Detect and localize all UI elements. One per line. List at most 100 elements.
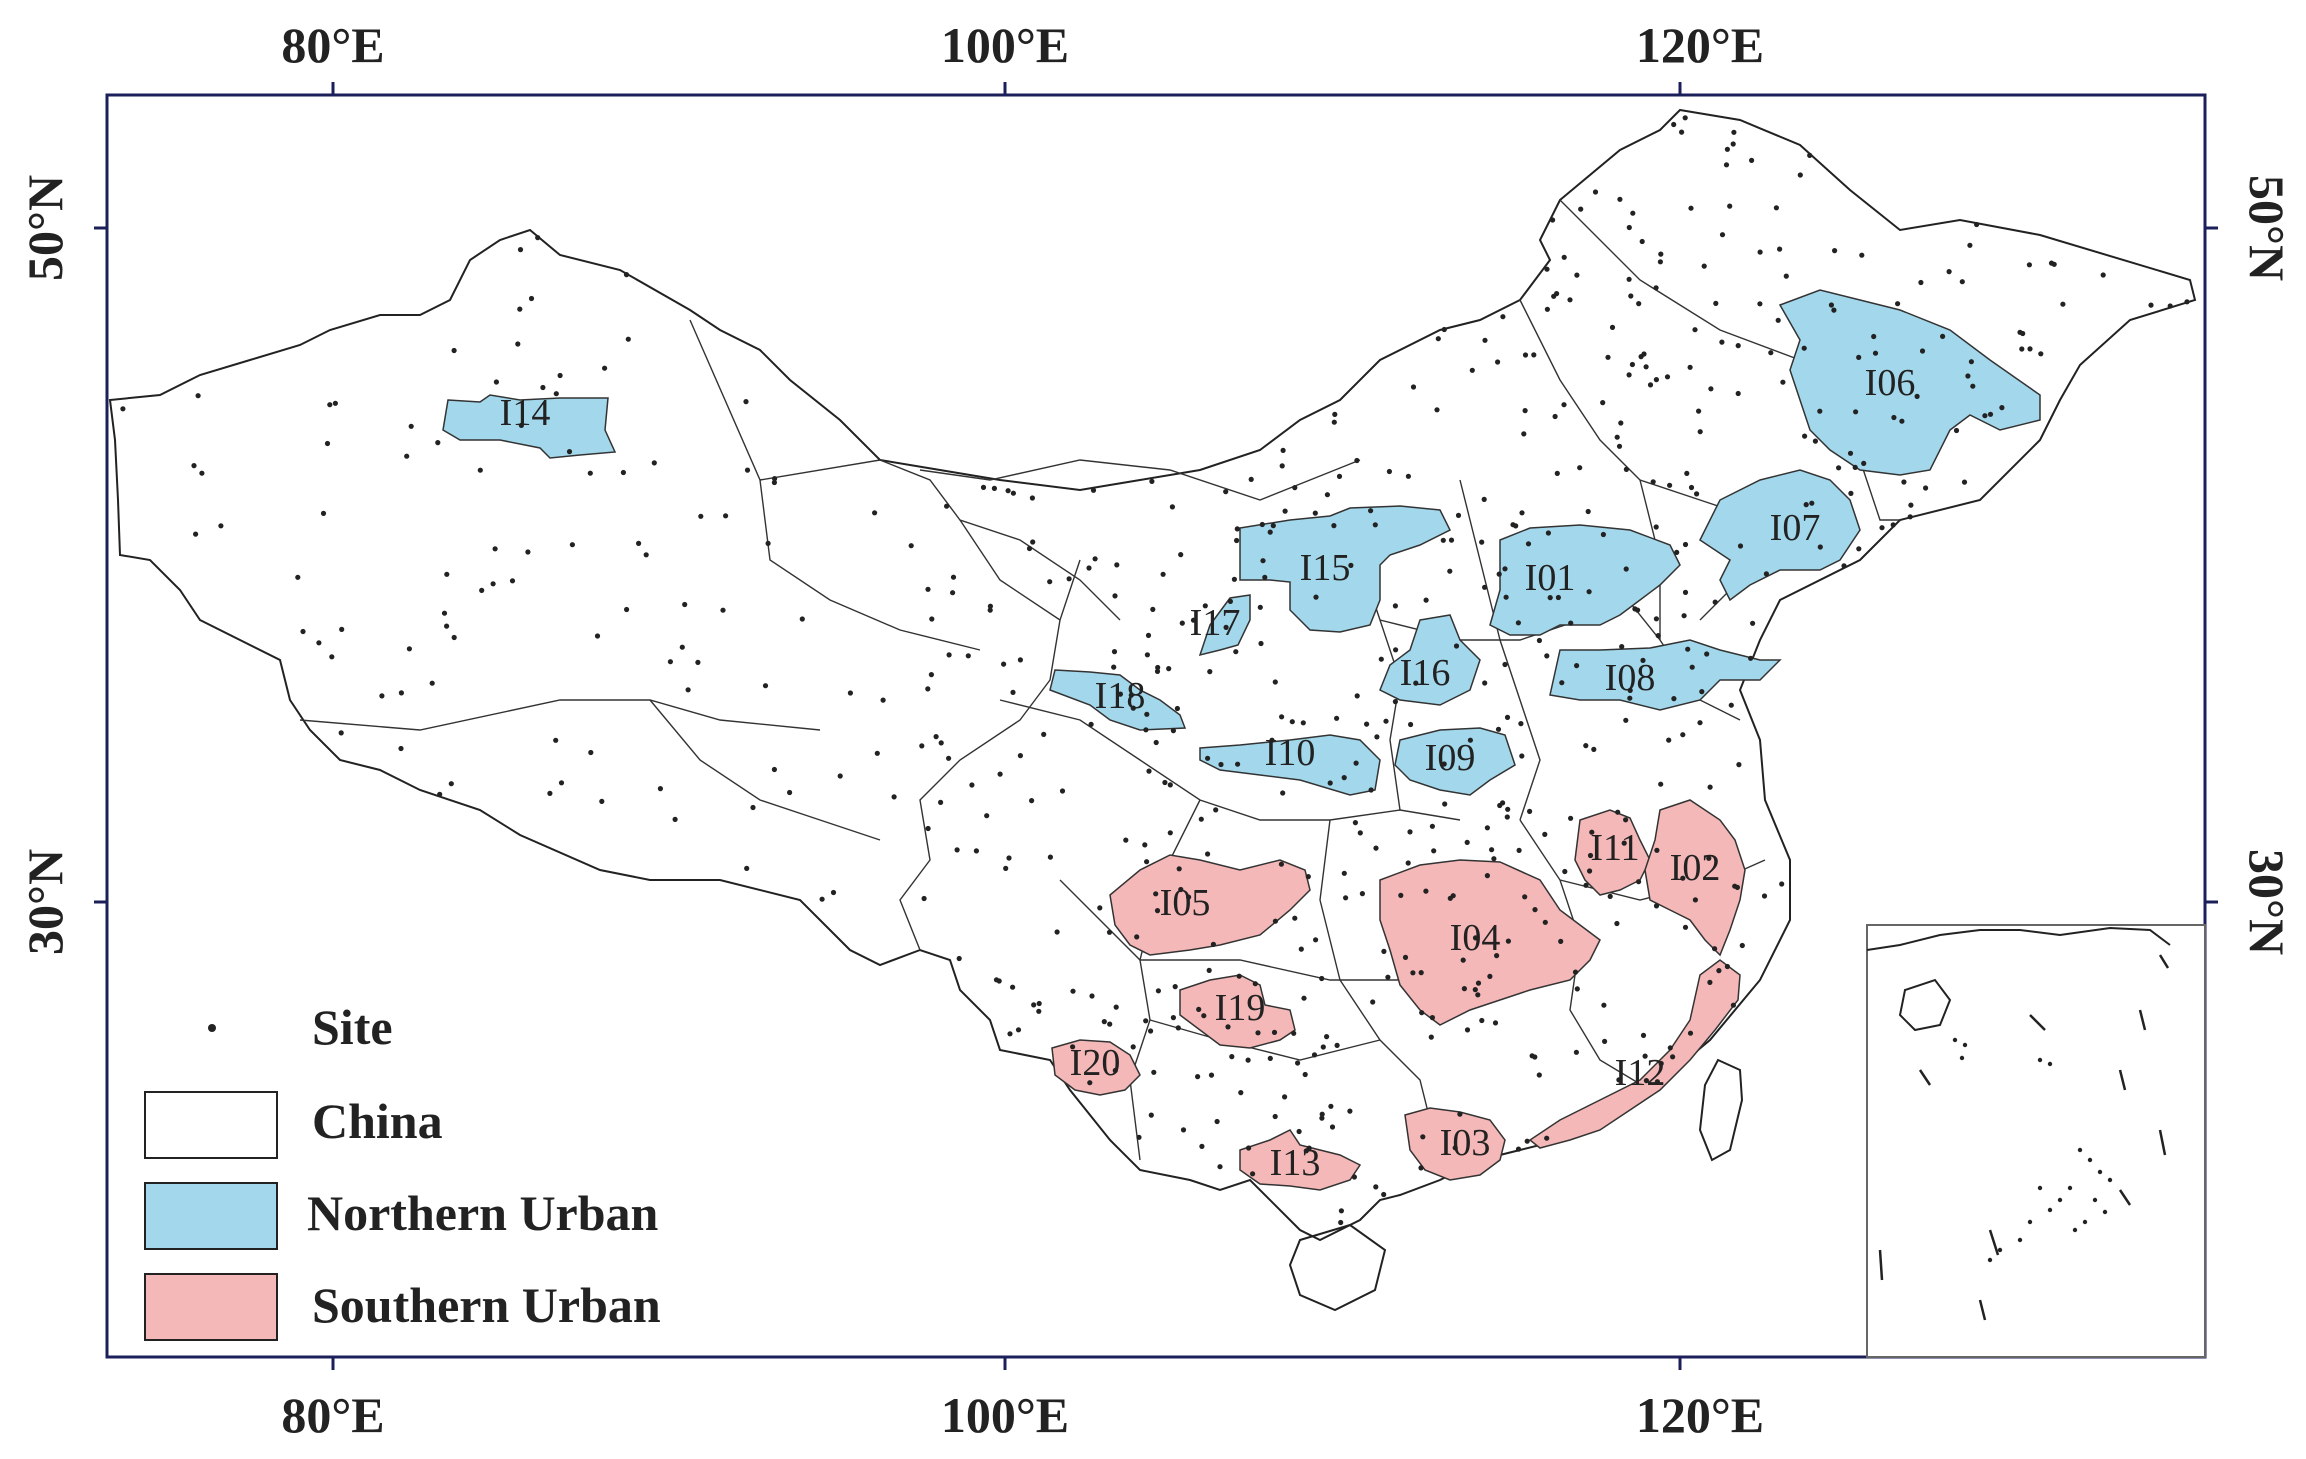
site-point — [1655, 633, 1661, 639]
site-point — [1305, 874, 1311, 880]
site-point — [1331, 523, 1337, 529]
site-point — [1296, 1128, 1302, 1135]
inset-hainan — [1898, 978, 1952, 1032]
site-point — [1724, 963, 1730, 970]
site-point — [1809, 500, 1815, 506]
site-point — [1567, 297, 1573, 303]
site-point — [1479, 539, 1485, 545]
region-i12-area — [1528, 959, 1741, 1149]
site-point — [744, 865, 750, 872]
site-point — [1434, 407, 1440, 413]
region-label-i16: I16 — [1400, 652, 1451, 694]
site-point — [1592, 189, 1599, 195]
site-point — [1107, 1021, 1113, 1027]
site-point — [1383, 718, 1389, 724]
site-point — [919, 743, 925, 749]
site-point — [1292, 485, 1298, 491]
site-point — [1505, 938, 1511, 944]
site-point — [1202, 603, 1208, 609]
y-tick-label-left-30n: 30°N — [17, 849, 73, 955]
northern-urban-regions — [442, 289, 2041, 796]
site-point — [1532, 907, 1538, 913]
site-point — [1561, 254, 1567, 260]
inset-island-point — [2057, 1197, 2063, 1203]
site-point — [1682, 589, 1689, 596]
site-point — [1783, 273, 1789, 279]
site-point — [1670, 1054, 1676, 1060]
site-point — [1392, 603, 1398, 609]
site-point — [404, 453, 410, 459]
site-point — [1148, 1112, 1154, 1118]
site-point — [1724, 146, 1730, 152]
site-point — [1492, 1020, 1499, 1026]
site-point — [1146, 768, 1152, 774]
site-point — [1392, 699, 1398, 705]
site-point — [1352, 820, 1358, 826]
site-point — [744, 467, 751, 473]
site-point — [1166, 666, 1172, 672]
site-point — [1229, 1054, 1235, 1060]
site-point — [1441, 761, 1447, 767]
site-point — [1260, 558, 1266, 564]
site-point — [1059, 788, 1066, 794]
site-point — [1066, 576, 1072, 582]
inset-island-point — [2082, 1219, 2088, 1225]
site-point — [490, 581, 496, 587]
site-point — [1186, 894, 1192, 900]
site-point — [1504, 714, 1511, 721]
inset-island-point — [2047, 1061, 2053, 1067]
site-point — [1643, 1078, 1649, 1084]
site-point — [1708, 386, 1714, 392]
site-point — [493, 379, 499, 385]
site-point — [1544, 653, 1550, 659]
site-point — [1901, 479, 1907, 485]
site-point — [1559, 680, 1565, 686]
site-point — [1895, 301, 1901, 307]
site-point — [517, 306, 523, 312]
site-point — [1487, 973, 1493, 980]
site-point — [1428, 1034, 1434, 1040]
site-point — [1694, 491, 1700, 497]
site-point — [1689, 664, 1695, 670]
inset-island-point — [2027, 1219, 2033, 1225]
site-point — [1196, 1006, 1202, 1013]
site-point — [623, 272, 630, 278]
site-point — [1914, 393, 1920, 399]
site-point — [1441, 326, 1447, 333]
region-label-i09: I09 — [1425, 737, 1476, 779]
site-point — [1386, 468, 1392, 475]
site-point — [1587, 852, 1594, 859]
site-point — [1699, 689, 1705, 695]
site-point — [1236, 973, 1242, 979]
site-point — [1618, 420, 1624, 426]
site-point — [1919, 348, 1926, 354]
region-i16-area — [1379, 614, 1481, 706]
site-point — [908, 543, 914, 549]
site-point — [320, 510, 327, 516]
site-point — [1704, 651, 1710, 657]
site-point — [1680, 732, 1686, 738]
site-point — [1578, 206, 1584, 212]
region-label-i18: I18 — [1095, 675, 1146, 717]
site-point — [1908, 502, 1914, 508]
site-point — [1600, 531, 1606, 538]
site-point — [588, 749, 594, 756]
site-point — [1623, 566, 1629, 572]
site-point — [2148, 302, 2154, 308]
site-point — [991, 485, 998, 491]
site-point — [1657, 259, 1663, 265]
region-i01-area — [1489, 524, 1681, 636]
site-point — [1500, 314, 1506, 320]
site-point — [1688, 205, 1694, 211]
site-point — [1585, 508, 1591, 515]
site-point — [1522, 352, 1529, 358]
site-point — [594, 633, 601, 639]
site-point — [1301, 995, 1307, 1001]
site-point — [1616, 1077, 1622, 1083]
site-point — [1987, 411, 1994, 417]
inset-island-point — [2072, 1227, 2078, 1233]
site-point — [1614, 920, 1620, 927]
site-point — [1719, 232, 1726, 238]
site-point — [1413, 680, 1419, 686]
site-point — [1679, 129, 1685, 135]
